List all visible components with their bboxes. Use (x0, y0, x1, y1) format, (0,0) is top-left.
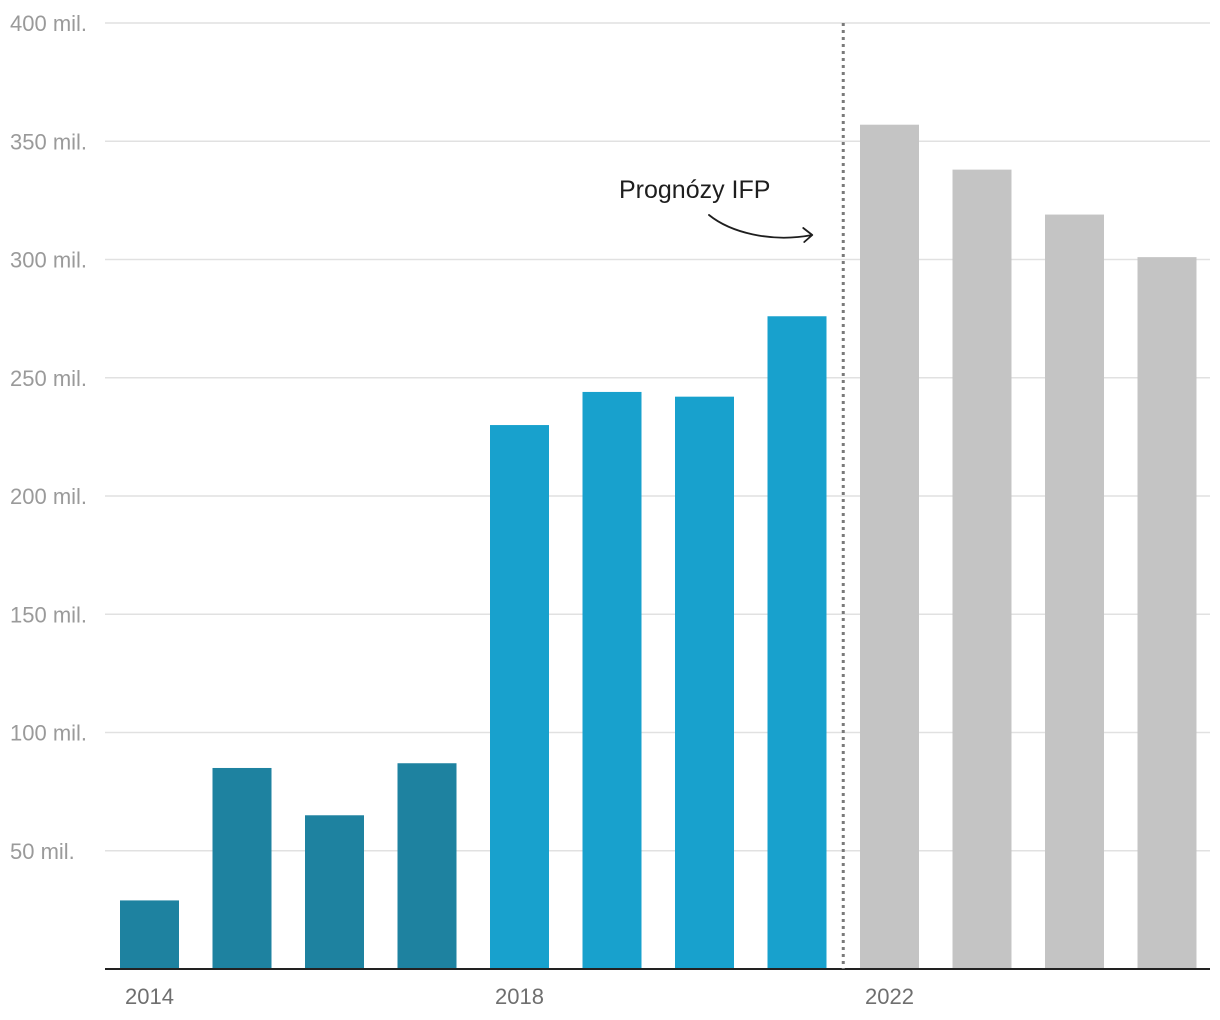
bar-2020 (675, 396, 734, 969)
bar-2025 (1137, 257, 1197, 969)
bar-2015 (212, 767, 272, 969)
x-axis-labels: 2014 2018 2022 (125, 984, 914, 1009)
x-tick-label: 2018 (495, 984, 544, 1009)
bar-2021 (767, 316, 827, 969)
bars (120, 124, 1197, 969)
y-tick-label: 350 mil. (10, 129, 87, 154)
y-tick-label: 100 mil. (10, 721, 87, 746)
y-tick-label: 300 mil. (10, 248, 87, 273)
bar-2014 (120, 900, 179, 969)
forecast-annotation: Prognózy IFP (619, 176, 814, 243)
bar-2016 (305, 815, 364, 969)
bar-2017 (397, 763, 457, 969)
bar-2019 (582, 391, 642, 969)
arrow-icon (708, 214, 814, 243)
y-tick-label: 250 mil. (10, 366, 87, 391)
gridlines (105, 22, 1210, 852)
y-tick-label: 200 mil. (10, 484, 87, 509)
y-axis-labels: 50 mil. 100 mil. 150 mil. 200 mil. 250 mil. 3… (10, 11, 87, 864)
bar-2022 (860, 124, 919, 969)
y-tick-label: 50 mil. (10, 839, 75, 864)
x-tick-label: 2014 (125, 984, 174, 1009)
y-tick-label: 150 mil. (10, 602, 87, 627)
bar-2023 (952, 169, 1012, 969)
annotation-label: Prognózy IFP (619, 176, 770, 204)
y-tick-label: 400 mil. (10, 11, 87, 36)
bar-2024 (1045, 214, 1104, 969)
x-tick-label: 2022 (865, 984, 914, 1009)
bar-2018 (490, 425, 549, 969)
